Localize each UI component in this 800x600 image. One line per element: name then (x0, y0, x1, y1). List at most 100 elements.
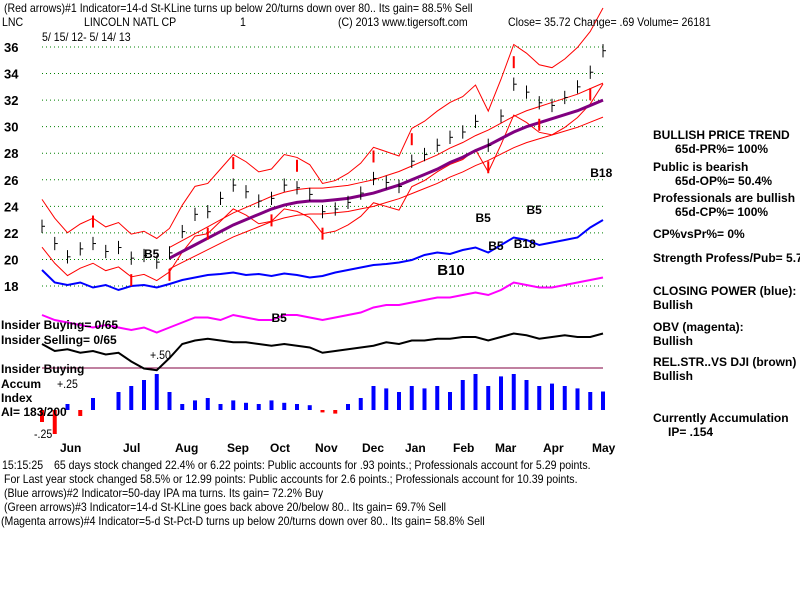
quote: Close= 35.72 Change= .69 Volume= 26181 (508, 15, 711, 29)
accum-bar (562, 386, 567, 410)
pros-label: Professionals are bullish (653, 191, 796, 205)
y-tick-label: 30 (4, 120, 18, 135)
pr-value: 65d-PR%= 100% (675, 142, 769, 156)
ticker: LNC (2, 15, 24, 29)
accum-bar (397, 392, 401, 410)
signal-label: B5 (527, 203, 543, 217)
accum-bar (142, 380, 146, 410)
accum-bar (601, 391, 605, 410)
strength: Strength Profess/Pub= 5.7 (653, 251, 800, 265)
accum-bar (422, 388, 427, 410)
accum-bar (333, 410, 338, 414)
relstr-state: Bullish (653, 369, 694, 383)
accum-bar (129, 386, 134, 410)
y-tick-label: 22 (4, 226, 18, 241)
signal-label: B10 (437, 262, 465, 279)
closing-power-label: CLOSING POWER (blue): (653, 284, 797, 298)
accum-bar (231, 400, 236, 410)
accum-bar (384, 388, 389, 410)
y-tick-label: 32 (4, 93, 18, 108)
accum-bar (588, 392, 593, 410)
accum-bar (575, 388, 580, 410)
y-tick-label: 18 (4, 279, 18, 294)
obv-label: OBV (magenta): (653, 320, 744, 334)
accum-bar (180, 404, 185, 410)
op-value: 65d-OP%= 50.4% (675, 174, 773, 188)
insider-buying: Insider Buying= 0/65 (1, 318, 119, 332)
accum-bar (269, 400, 274, 410)
accum-bar (193, 400, 197, 410)
accum-bar (499, 376, 503, 410)
accum-bar (52, 410, 57, 434)
cp-value: 65d-CP%= 100% (675, 205, 769, 219)
accum-bar (78, 410, 83, 416)
footer-blue: (Blue arrows)#2 Indicator=50-day IPA ma … (4, 486, 324, 500)
signal-label: B18 (514, 237, 536, 251)
accum-bar (486, 386, 491, 410)
accum-bar (307, 405, 312, 410)
signal-label: B5 (144, 247, 160, 261)
insider-selling: Insider Selling= 0/65 (1, 333, 117, 347)
accum-bar (511, 374, 516, 410)
accum-bar (473, 374, 478, 410)
insider-buying-2: Insider Buying (1, 362, 85, 376)
date-range: 5/ 15/ 12- 5/ 14/ 13 (42, 30, 131, 44)
x-tick-label: Feb (453, 441, 474, 455)
accum-bar (435, 386, 440, 410)
relstr-label: REL.STR..VS DJI (brown) (653, 355, 797, 369)
accum-bar (448, 392, 452, 410)
accum-bar (116, 392, 121, 410)
accum-bar (346, 404, 350, 410)
y-tick-label: 26 (4, 173, 18, 188)
copyright: (C) 2013 www.tigersoft.com (338, 15, 468, 29)
closing-power-line (41, 219, 604, 292)
signal-label: B5 (272, 311, 288, 325)
x-tick-label: Jul (123, 441, 140, 455)
obv-state: Bullish (653, 334, 694, 348)
ip-value: IP= .154 (668, 425, 714, 439)
x-tick-label: Nov (315, 441, 338, 455)
footer-magenta: (Magenta arrows)#4 Indicator=5-d St-Pct-… (1, 514, 485, 528)
footer-65day: 65 days stock changed 22.4% or 6.22 poin… (54, 458, 591, 472)
signal-label: B5 (476, 211, 492, 225)
y-tick-label: 28 (4, 146, 18, 161)
closing-power-state: Bullish (653, 298, 694, 312)
x-tick-label: Mar (495, 441, 517, 455)
x-tick-label: Sep (227, 441, 249, 455)
accum-bar (205, 398, 210, 410)
accum-bar (295, 404, 299, 410)
y-tick-label: 36 (4, 40, 18, 55)
accum-bar (537, 386, 542, 410)
accum-bar (282, 402, 287, 410)
tick-p25: +.25 (57, 377, 78, 391)
x-tick-label: Apr (543, 441, 564, 455)
lower-band (41, 83, 604, 282)
accum-bar (65, 404, 70, 410)
accum-bar (218, 404, 223, 410)
index-text: Index (1, 391, 33, 405)
accum-bar (167, 392, 172, 410)
x-tick-label: Jun (60, 441, 81, 455)
tick-m25: -.25 (34, 427, 53, 441)
obv-line (41, 276, 604, 334)
indicator1-text: (Red arrows)#1 Indicator=14-d St-KLine t… (4, 1, 473, 15)
accum-bar (409, 386, 414, 410)
accum-bar (320, 410, 325, 413)
y-tick-label: 34 (4, 67, 19, 82)
footer-green: (Green arrows)#3 Indicator=14-d St-KLine… (4, 500, 447, 514)
signal-label: B5 (488, 239, 504, 253)
footer-year: For Last year stock changed 58.5% or 12.… (4, 472, 578, 486)
accum-bar (244, 402, 248, 410)
accum-bar (371, 386, 376, 410)
upper-band (41, 7, 604, 240)
footer-time: 15:15:25 (2, 458, 44, 472)
x-tick-label: Aug (175, 441, 198, 455)
cp-vs-pr: CP%vsPr%= 0% (653, 227, 745, 241)
ma-upper-band (169, 82, 604, 248)
accum-bar (550, 383, 554, 410)
accum-label: Currently Accumulation (653, 411, 789, 425)
tick-p50: +.50 (150, 348, 171, 362)
x-tick-label: May (592, 441, 616, 455)
